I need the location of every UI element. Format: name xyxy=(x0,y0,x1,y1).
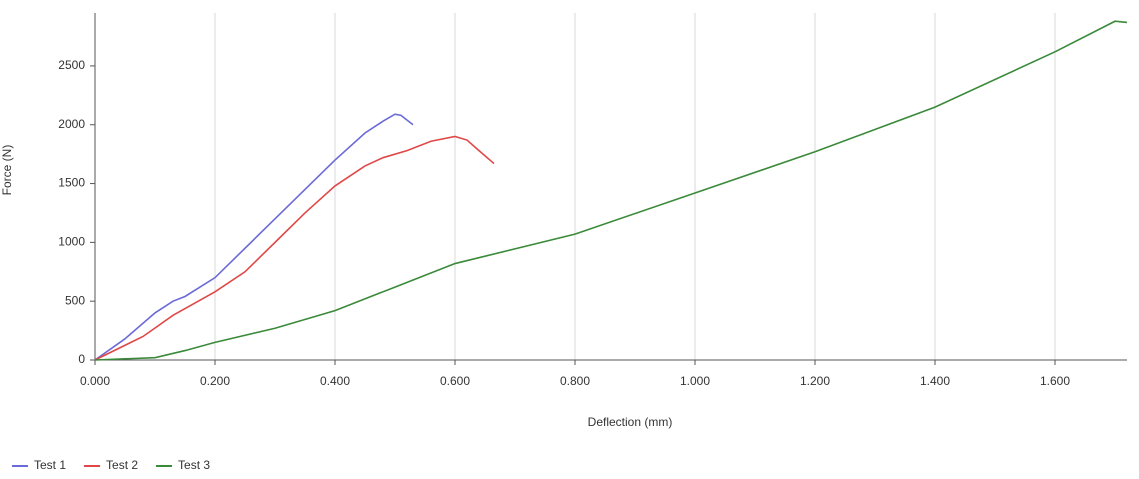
y-tick-label: 0 xyxy=(78,352,85,366)
x-tick-label: 0.200 xyxy=(200,374,230,388)
x-tick-label: 1.200 xyxy=(800,374,830,388)
y-tick-label: 1000 xyxy=(58,235,85,249)
x-tick-label: 0.800 xyxy=(560,374,590,388)
legend-label: Test 1 xyxy=(34,458,66,472)
data-line xyxy=(94,113,414,361)
data-line xyxy=(94,20,1128,361)
y-tick-label: 2500 xyxy=(58,58,85,72)
y-axis-title: Force (N) xyxy=(0,145,14,196)
x-tick-label: 1.000 xyxy=(680,374,710,388)
y-tick-label: 2000 xyxy=(58,117,85,131)
data-line xyxy=(94,135,495,361)
x-tick-label: 0.400 xyxy=(320,374,350,388)
x-tick-label: 0.600 xyxy=(440,374,470,388)
y-tick-label: 500 xyxy=(65,293,85,307)
x-tick-label: 1.400 xyxy=(920,374,950,388)
y-tick-label: 1500 xyxy=(58,176,85,190)
x-tick-label: 1.600 xyxy=(1040,374,1070,388)
x-axis-title: Deflection (mm) xyxy=(588,415,673,429)
legend-label: Test 2 xyxy=(106,458,138,472)
x-tick-label: 0.000 xyxy=(80,374,110,388)
legend-label: Test 3 xyxy=(178,458,210,472)
